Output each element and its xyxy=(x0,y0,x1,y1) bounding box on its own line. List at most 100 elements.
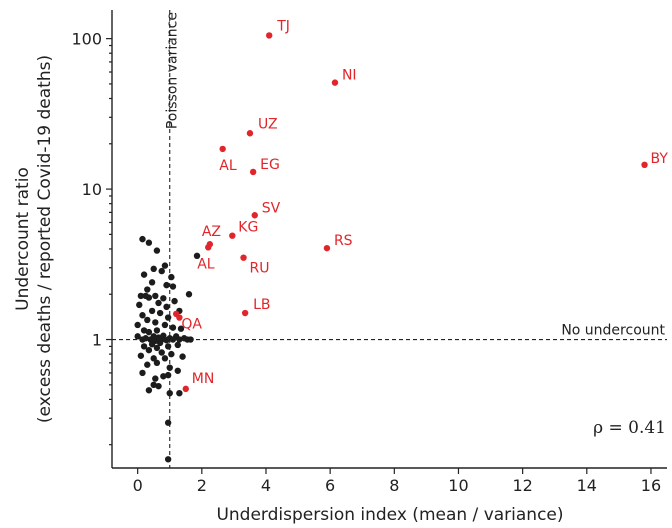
highlight-point xyxy=(205,244,212,251)
data-point xyxy=(163,281,170,289)
data-point xyxy=(158,267,165,275)
data-point xyxy=(174,341,181,349)
highlight-point xyxy=(176,314,183,321)
data-point xyxy=(164,419,172,426)
data-point xyxy=(160,373,167,380)
data-point xyxy=(168,350,175,358)
data-point xyxy=(134,321,141,329)
highlight-point xyxy=(251,212,258,219)
data-point xyxy=(164,343,172,350)
data-point xyxy=(139,312,146,319)
data-point xyxy=(148,279,156,286)
data-point xyxy=(160,295,167,302)
y-tick-label: 1 xyxy=(92,331,102,350)
data-point xyxy=(169,324,177,331)
data-point xyxy=(168,273,175,281)
highlight-point xyxy=(240,254,247,261)
highlight-point xyxy=(641,161,648,169)
data-point xyxy=(137,352,145,359)
data-point xyxy=(176,389,183,397)
data-point xyxy=(140,343,148,350)
data-point xyxy=(177,325,185,332)
data-point xyxy=(185,291,193,298)
data-point xyxy=(152,375,159,382)
data-point xyxy=(193,252,201,260)
data-point xyxy=(153,344,161,352)
data-point xyxy=(164,371,172,379)
point-label-lb: LB xyxy=(253,297,270,313)
data-point xyxy=(166,389,173,397)
data-point xyxy=(161,321,169,329)
data-point xyxy=(187,336,194,343)
data-point xyxy=(153,247,161,254)
data-point xyxy=(150,265,157,273)
x-tick-label: 14 xyxy=(577,476,597,495)
point-label-by: BY xyxy=(651,151,669,167)
data-point xyxy=(142,335,149,342)
data-point xyxy=(145,328,153,336)
x-tick-label: 6 xyxy=(325,476,335,495)
data-point xyxy=(152,319,159,326)
data-point xyxy=(164,314,172,321)
data-point xyxy=(176,336,183,343)
point-label-eg: EG xyxy=(260,157,280,173)
x-tick-label: 2 xyxy=(197,476,207,495)
poisson-variance-label: Poisson variance xyxy=(164,12,180,129)
data-point xyxy=(145,346,153,354)
data-point xyxy=(140,271,148,278)
highlight-point xyxy=(265,32,273,39)
data-point xyxy=(171,297,178,305)
x-tick-label: 12 xyxy=(512,476,532,495)
data-point xyxy=(153,327,161,334)
point-label-mn: MN xyxy=(192,371,215,387)
data-point xyxy=(136,301,143,309)
no-undercount-label: No undercount xyxy=(561,323,665,339)
point-label-al: AL xyxy=(197,256,215,272)
data-point xyxy=(163,303,170,311)
y-axis-label-line2: (excess deaths / reported Covid-19 death… xyxy=(35,55,55,423)
data-point xyxy=(148,341,156,348)
highlight-point xyxy=(246,130,254,137)
data-point xyxy=(145,239,153,246)
x-axis-label: Underdispersion index (mean / variance) xyxy=(216,505,563,525)
highlight-point xyxy=(331,79,339,86)
data-point xyxy=(161,262,169,269)
highlight-point xyxy=(241,309,249,317)
point-label-rs: RS xyxy=(334,233,353,249)
data-point xyxy=(155,382,162,390)
x-tick-label: 16 xyxy=(641,476,661,495)
data-point xyxy=(153,359,161,367)
data-point xyxy=(134,333,141,340)
y-tick-label: 10 xyxy=(82,180,102,199)
x-tick-label: 0 xyxy=(133,476,143,495)
data-point xyxy=(160,332,167,339)
data-points xyxy=(134,32,648,463)
data-point xyxy=(164,456,172,463)
data-point xyxy=(161,355,169,362)
reference-lines: Poisson variance No undercount xyxy=(112,10,667,468)
data-point xyxy=(156,339,164,347)
point-label-qa: QA xyxy=(181,317,202,333)
point-label-ru: RU xyxy=(250,261,270,277)
y-ticks: 1 10 100 xyxy=(71,30,112,446)
y-axis-label-line1: Undercount ratio xyxy=(13,167,33,311)
highlight-point xyxy=(323,244,331,252)
x-tick-label: 4 xyxy=(261,476,271,495)
data-point xyxy=(139,235,146,243)
correlation-annotation: ρ = 0.41 xyxy=(593,418,666,438)
data-point xyxy=(158,349,165,356)
data-point xyxy=(145,387,153,394)
point-label-az: AZ xyxy=(202,224,221,240)
data-point xyxy=(179,353,186,360)
point-label-ni: NI xyxy=(342,68,357,84)
data-point xyxy=(166,364,173,371)
x-ticks: 0 2 4 6 8 10 12 14 16 xyxy=(133,468,661,495)
y-tick-label: 100 xyxy=(71,30,102,49)
data-point xyxy=(139,369,146,377)
data-point xyxy=(144,316,151,324)
highlight-point xyxy=(219,145,226,153)
data-point xyxy=(155,299,162,307)
highlight-point xyxy=(229,232,236,239)
